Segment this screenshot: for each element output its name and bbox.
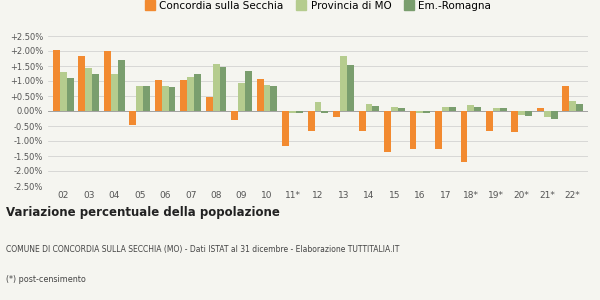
Bar (333, 111, 340, 117)
Bar (104, 51, 111, 111)
Text: Variazione percentuale della popolazione: Variazione percentuale della popolazione (6, 206, 280, 219)
Bar (271, 86, 277, 111)
Bar (60, 72, 67, 111)
Bar (187, 76, 194, 111)
Bar (136, 85, 143, 111)
Bar (544, 111, 551, 117)
Bar (537, 108, 544, 111)
Bar (576, 103, 583, 111)
Bar (416, 111, 424, 112)
Bar (467, 105, 474, 111)
Bar (518, 111, 525, 115)
Bar (206, 97, 212, 111)
Bar (410, 111, 416, 149)
Bar (551, 111, 557, 119)
Bar (365, 104, 373, 111)
Bar (314, 102, 322, 111)
Bar (486, 111, 493, 130)
Bar (562, 85, 569, 111)
Bar (289, 111, 296, 112)
Bar (181, 80, 187, 111)
Bar (162, 85, 169, 111)
Bar (282, 111, 289, 146)
Bar (238, 83, 245, 111)
Bar (92, 74, 99, 111)
Bar (340, 56, 347, 111)
Bar (384, 111, 391, 152)
Bar (143, 85, 150, 111)
Bar (474, 106, 481, 111)
Bar (461, 111, 467, 162)
Text: (*) post-censimento: (*) post-censimento (6, 275, 86, 284)
Bar (435, 111, 442, 149)
Bar (525, 111, 532, 116)
Bar (169, 87, 175, 111)
Bar (155, 80, 162, 111)
Bar (322, 111, 328, 112)
Bar (359, 111, 365, 130)
Bar (85, 68, 92, 111)
Bar (194, 74, 201, 111)
Bar (111, 74, 118, 111)
Bar (424, 111, 430, 113)
Bar (296, 111, 303, 112)
Bar (347, 64, 354, 111)
Legend: Concordia sulla Secchia, Provincia di MO, Em.-Romagna: Concordia sulla Secchia, Provincia di MO… (140, 0, 496, 15)
Bar (391, 106, 398, 111)
Bar (257, 79, 263, 111)
Bar (118, 60, 125, 111)
Bar (569, 101, 576, 111)
Bar (53, 50, 60, 111)
Bar (442, 106, 449, 111)
Bar (493, 108, 500, 111)
Bar (263, 85, 271, 111)
Bar (79, 56, 85, 111)
Bar (245, 71, 252, 111)
Bar (500, 108, 506, 111)
Bar (449, 107, 455, 111)
Bar (308, 111, 314, 131)
Text: COMUNE DI CONCORDIA SULLA SECCHIA (MO) - Dati ISTAT al 31 dicembre - Elaborazion: COMUNE DI CONCORDIA SULLA SECCHIA (MO) -… (6, 245, 400, 254)
Bar (212, 64, 220, 111)
Bar (67, 78, 74, 111)
Bar (373, 106, 379, 111)
Bar (398, 108, 405, 111)
Bar (511, 111, 518, 132)
Bar (231, 111, 238, 120)
Bar (130, 111, 136, 125)
Bar (220, 67, 226, 111)
